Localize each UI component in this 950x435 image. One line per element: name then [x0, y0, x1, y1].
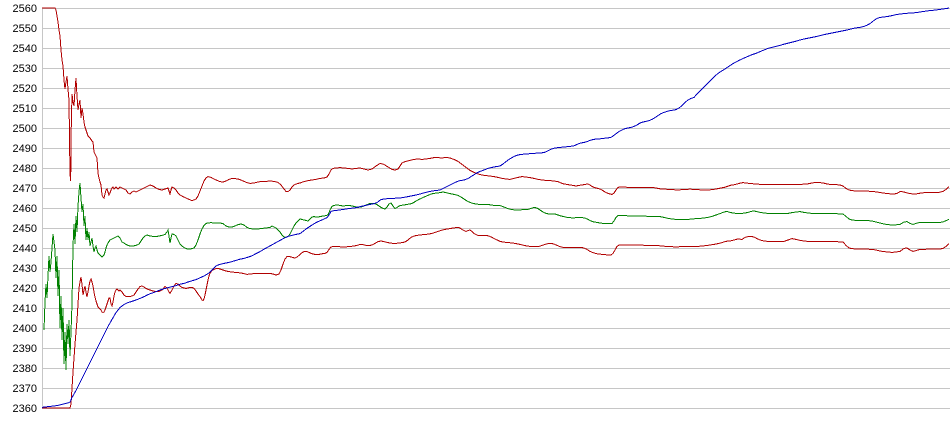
grid: [42, 8, 950, 409]
y-tick-label: 2400: [13, 323, 37, 335]
y-tick-label: 2440: [13, 243, 37, 255]
y-tick-label: 2450: [13, 223, 37, 235]
series-green-mid-line: [43, 182, 950, 371]
y-tick-label: 2420: [13, 283, 37, 295]
y-axis-labels: 2560 2550 2540 2530 2520 2510 2500 2490 2480 2470…: [13, 3, 37, 415]
y-tick-label: 2410: [13, 303, 37, 315]
y-tick-label: 2370: [13, 383, 37, 395]
y-tick-label: 2430: [13, 263, 37, 275]
y-tick-label: 2490: [13, 143, 37, 155]
y-tick-label: 2550: [13, 23, 37, 35]
y-tick-label: 2510: [13, 103, 37, 115]
y-tick-label: 2390: [13, 343, 37, 355]
y-tick-label: 2380: [13, 363, 37, 375]
y-tick-label: 2520: [13, 83, 37, 95]
y-tick-label: 2530: [13, 63, 37, 75]
y-tick-label: 2500: [13, 123, 37, 135]
series-blue-line: [41, 7, 950, 408]
series-upper-red-band: [42, 7, 950, 202]
y-tick-label: 2480: [13, 163, 37, 175]
y-tick-label: 2560: [13, 3, 37, 15]
y-tick-label: 2460: [13, 203, 37, 215]
y-tick-label: 2540: [13, 43, 37, 55]
series-lower-red-band: [42, 226, 950, 409]
y-tick-label: 2360: [13, 403, 37, 415]
y-tick-label: 2470: [13, 183, 37, 195]
